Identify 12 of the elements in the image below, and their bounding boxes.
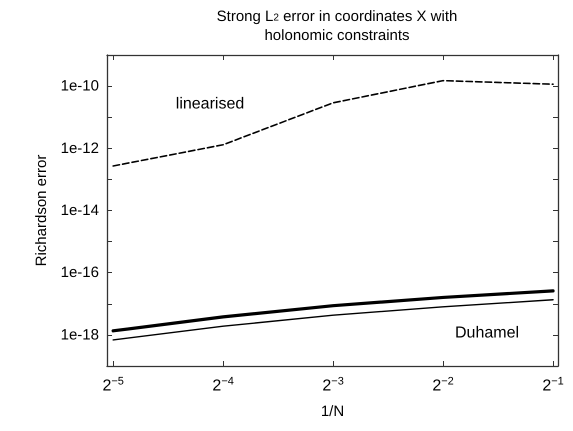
y-tick-label: 1e-16 — [60, 264, 99, 282]
y-tick-label: 1e-18 — [60, 326, 99, 344]
x-axis-title: 1/N — [320, 403, 344, 420]
annotation: linearised — [176, 96, 244, 112]
y-tick-label: 1e-10 — [60, 78, 99, 95]
line-series — [112, 80, 554, 167]
y-axis-title: Richardson error — [33, 154, 50, 266]
y-tick-label: 1e-14 — [60, 202, 99, 219]
annotation: Duhamel — [454, 324, 520, 342]
y-tick-label: 1e-12 — [60, 140, 99, 157]
chart-title: Strong L2 error in coordinates X with holonomic constraints — [216, 8, 458, 44]
line-series — [112, 299, 554, 341]
